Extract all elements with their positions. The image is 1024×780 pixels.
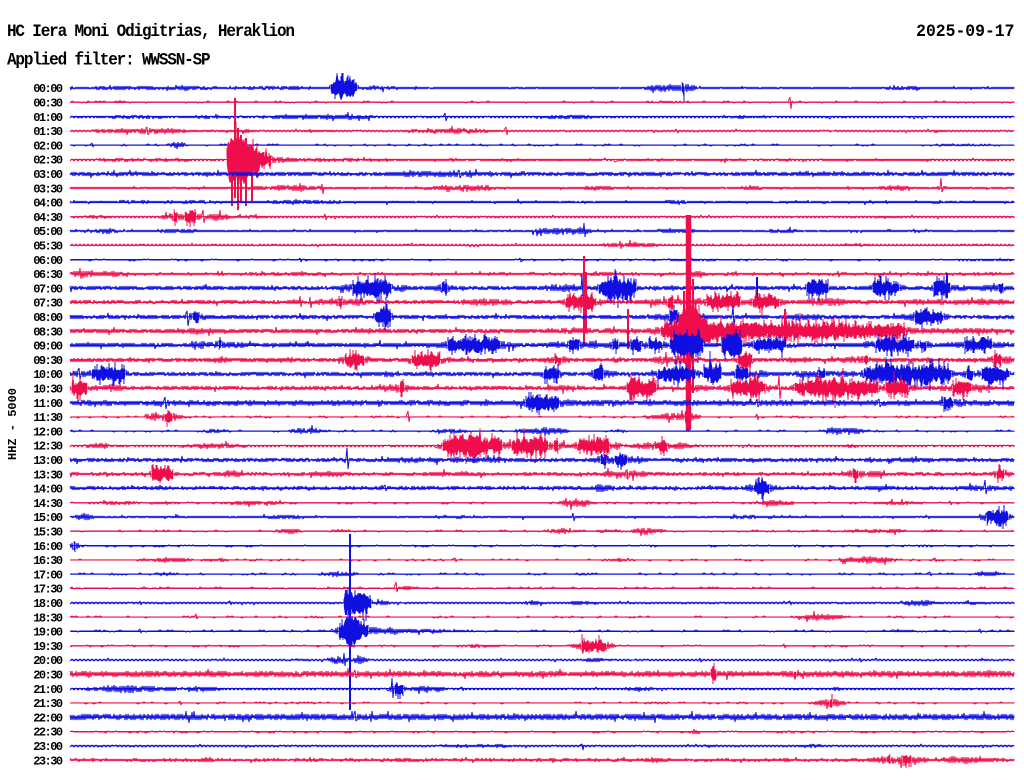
svg-text:05:00: 05:00 (33, 225, 63, 239)
svg-text:18:00: 18:00 (33, 597, 63, 611)
svg-text:05:30: 05:30 (33, 240, 63, 254)
svg-text:17:00: 17:00 (33, 568, 63, 582)
svg-text:08:30: 08:30 (33, 325, 63, 339)
svg-text:2025-09-17: 2025-09-17 (916, 22, 1014, 42)
svg-text:01:30: 01:30 (33, 125, 63, 139)
svg-text:03:00: 03:00 (33, 168, 63, 182)
svg-text:16:00: 16:00 (33, 540, 63, 554)
svg-text:00:30: 00:30 (33, 97, 63, 111)
svg-text:18:30: 18:30 (33, 611, 63, 625)
svg-text:13:30: 13:30 (33, 468, 63, 482)
svg-text:20:30: 20:30 (33, 669, 63, 683)
svg-text:22:30: 22:30 (33, 726, 63, 740)
svg-text:03:30: 03:30 (33, 182, 63, 196)
svg-text:02:00: 02:00 (33, 139, 63, 153)
svg-text:11:00: 11:00 (33, 397, 63, 411)
svg-text:17:30: 17:30 (33, 583, 63, 597)
svg-text:01:00: 01:00 (33, 111, 63, 125)
svg-text:14:00: 14:00 (33, 483, 63, 497)
svg-text:09:30: 09:30 (33, 354, 63, 368)
svg-text:21:30: 21:30 (33, 697, 63, 711)
svg-text:09:00: 09:00 (33, 340, 63, 354)
svg-text:06:00: 06:00 (33, 254, 63, 268)
svg-text:11:30: 11:30 (33, 411, 63, 425)
svg-text:HHZ - 5000: HHZ - 5000 (6, 388, 20, 460)
svg-text:10:30: 10:30 (33, 383, 63, 397)
svg-text:21:00: 21:00 (33, 683, 63, 697)
svg-text:12:30: 12:30 (33, 440, 63, 454)
svg-text:13:00: 13:00 (33, 454, 63, 468)
svg-text:14:30: 14:30 (33, 497, 63, 511)
svg-text:02:30: 02:30 (33, 154, 63, 168)
svg-text:Applied filter: WWSSN-SP: Applied filter: WWSSN-SP (7, 51, 211, 71)
svg-text:15:30: 15:30 (33, 526, 63, 540)
svg-text:00:00: 00:00 (33, 82, 63, 96)
svg-text:12:00: 12:00 (33, 425, 63, 439)
svg-text:22:00: 22:00 (33, 711, 63, 725)
svg-text:15:00: 15:00 (33, 511, 63, 525)
svg-text:19:00: 19:00 (33, 626, 63, 640)
svg-text:19:30: 19:30 (33, 640, 63, 654)
svg-text:10:00: 10:00 (33, 368, 63, 382)
svg-text:23:30: 23:30 (33, 754, 63, 768)
svg-text:04:30: 04:30 (33, 211, 63, 225)
svg-text:23:00: 23:00 (33, 740, 63, 754)
svg-text:06:30: 06:30 (33, 268, 63, 282)
svg-text:20:00: 20:00 (33, 654, 63, 668)
svg-text:07:30: 07:30 (33, 297, 63, 311)
svg-text:16:30: 16:30 (33, 554, 63, 568)
svg-text:HC Iera Moni Odigitrias, Herak: HC Iera Moni Odigitrias, Heraklion (7, 22, 295, 42)
svg-text:08:00: 08:00 (33, 311, 63, 325)
svg-text:04:00: 04:00 (33, 197, 63, 211)
svg-text:07:00: 07:00 (33, 282, 63, 296)
